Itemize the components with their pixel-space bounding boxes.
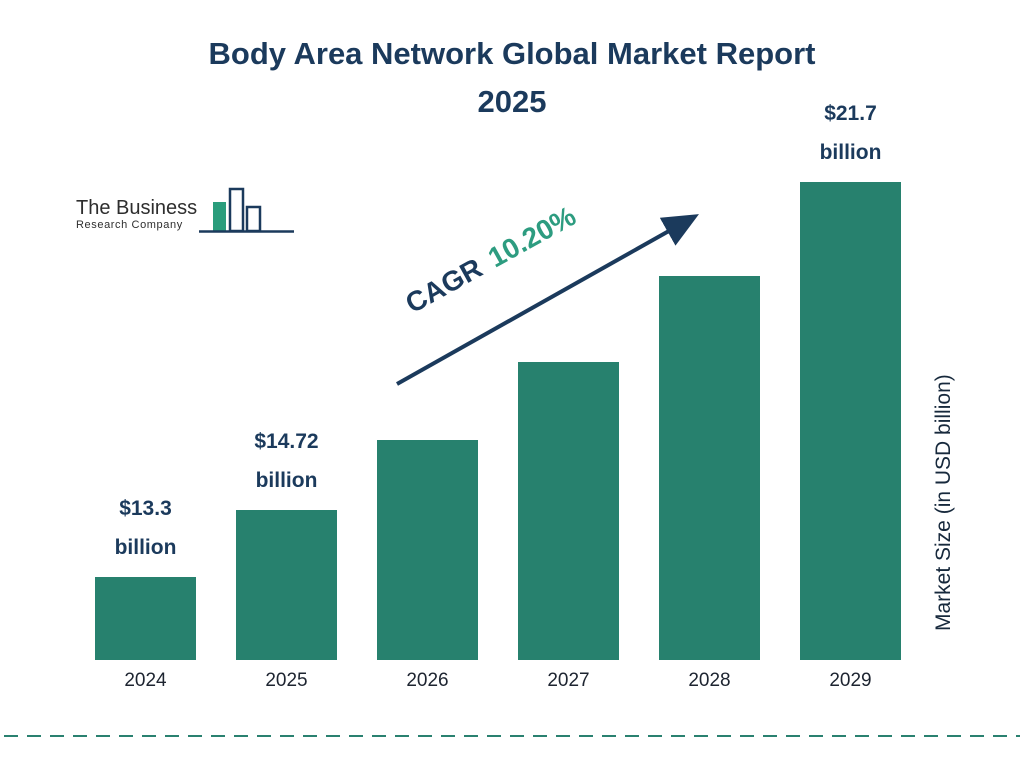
logo-bar-chart-icon [199,187,295,233]
x-axis-label-2026: 2026 [406,670,449,691]
bar-2025 [236,510,337,660]
bar-value-label-2024: $13.3 billion [114,497,177,559]
x-axis-label-2028: 2028 [688,670,731,691]
x-axis-label-2024: 2024 [124,670,167,691]
company-logo: The Business Research Company [76,186,295,240]
page-title: Body Area Network Global Market Report 20… [0,30,1024,126]
x-axis-label-2025: 2025 [265,670,308,691]
bar-value-label-2025: $14.72 billion [254,430,319,492]
bar-value-label-2029: $21.7 billion [819,102,882,164]
bar-2027 [518,362,619,660]
bar-column-2027: 2027 [518,362,619,702]
x-axis-label-2027: 2027 [547,670,590,691]
bar-2024 [95,577,196,660]
bar-column-2028: 2028 [659,276,760,702]
bar-column-2029: $21.7 billion 2029 [800,94,901,702]
bottom-dashed-divider [4,735,1020,737]
bar-2026 [377,440,478,660]
logo-text-primary: The Business [76,197,198,219]
bar-2028 [659,276,760,660]
bar-2029 [800,182,901,660]
page-title-line2: 2025 [477,84,547,119]
y-axis-label: Market Size (in USD billion) [932,374,955,632]
bar-column-2025: $14.72 billion 2025 [236,422,337,702]
page-title-line1: Body Area Network Global Market Report [208,36,816,71]
company-logo-text: The Business Research Company [76,197,197,240]
x-axis-label-2029: 2029 [829,670,872,691]
bar-chart: $13.3 billion 2024 $14.72 billion 2025 2026 202… [95,100,901,702]
logo-text-secondary: Research Company [76,219,183,231]
bar-column-2024: $13.3 billion 2024 [95,489,196,702]
bar-column-2026: 2026 [377,440,478,702]
